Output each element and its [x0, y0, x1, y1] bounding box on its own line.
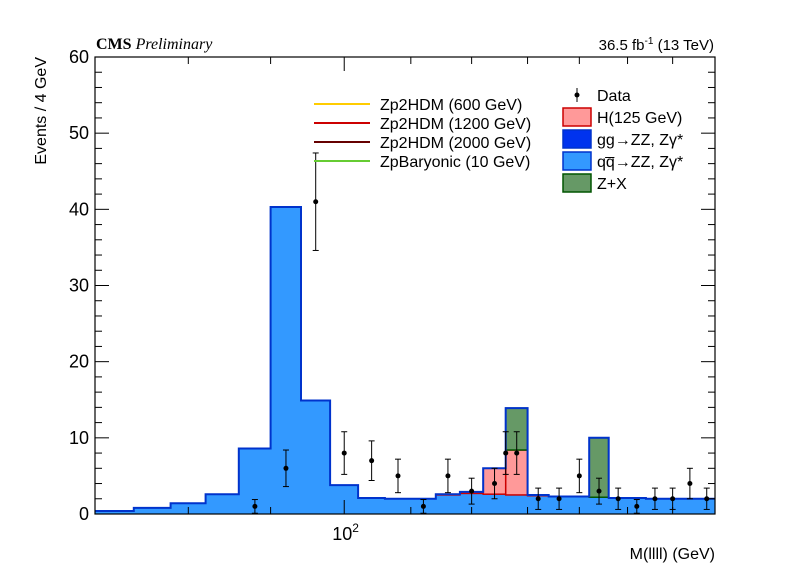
data-point: [369, 458, 375, 464]
data-point: [313, 199, 319, 205]
y-tick-label: 40: [69, 199, 89, 219]
legend-label-zp2hdm_2000: Zp2HDM (2000 GeV): [380, 135, 531, 152]
legend-label-zp2hdm_1200: Zp2HDM (1200 GeV): [380, 116, 531, 133]
data-point: [420, 503, 426, 509]
data-point: [634, 503, 640, 509]
data-point: [341, 450, 347, 456]
legend-label-ggzz: gg→ZZ, Zγ*: [597, 132, 683, 149]
data-point: [535, 496, 541, 502]
y-axis-title: Events / 4 GeV: [33, 57, 50, 165]
legend-box-ggzz: [562, 129, 592, 149]
y-tick-label: 0: [79, 504, 89, 524]
data-point: [503, 450, 509, 456]
data-point: [445, 473, 451, 479]
status-label: Preliminary: [135, 36, 213, 53]
legend-data-marker: [574, 92, 580, 98]
legend-label-qqzz: qq̅→ZZ, Zγ*: [597, 154, 683, 171]
data-point: [596, 488, 602, 494]
y-tick-label: 60: [69, 47, 89, 67]
data-point: [704, 496, 710, 502]
data-point: [514, 450, 520, 456]
data-point: [283, 465, 289, 471]
series-qqzz-area: [95, 207, 715, 514]
data-point: [469, 488, 475, 494]
legend-label-data: Data: [597, 88, 631, 105]
data-point: [652, 496, 658, 502]
data-point: [556, 496, 562, 502]
lumi-label: 36.5 fb-1 (13 TeV): [599, 36, 714, 54]
data-point: [576, 473, 582, 479]
legend-label-h125: H(125 GeV): [597, 110, 682, 127]
data-point: [687, 481, 693, 487]
legend-box-h125: [562, 107, 592, 127]
legend-label-zpbaryonic_10: ZpBaryonic (10 GeV): [380, 154, 530, 171]
cms-label: CMS Preliminary: [96, 36, 212, 54]
legend-label-zx: Z+X: [597, 176, 627, 193]
lumi-exponent: -1: [644, 36, 654, 47]
data-point: [252, 503, 258, 509]
y-tick-label: 20: [69, 352, 89, 372]
lumi-energy: (13 TeV): [653, 37, 714, 54]
legend-label-zp2hdm_600: Zp2HDM (600 GeV): [380, 97, 522, 114]
x-axis-title: M(llll) (GeV): [630, 546, 715, 563]
lumi-value: 36.5 fb: [598, 37, 645, 54]
legend-box-qqzz: [562, 151, 592, 171]
data-point: [615, 496, 621, 502]
series-total-outline: [95, 206, 715, 512]
data-point: [492, 481, 498, 487]
data-point: [670, 496, 676, 502]
y-tick-label: 10: [69, 428, 89, 448]
x-tick-label: 102: [332, 521, 359, 544]
legend-box-zx: [562, 173, 592, 193]
data-point: [395, 473, 401, 479]
y-tick-label: 50: [69, 123, 89, 143]
experiment-name: CMS: [96, 36, 132, 53]
y-tick-label: 30: [69, 276, 89, 296]
